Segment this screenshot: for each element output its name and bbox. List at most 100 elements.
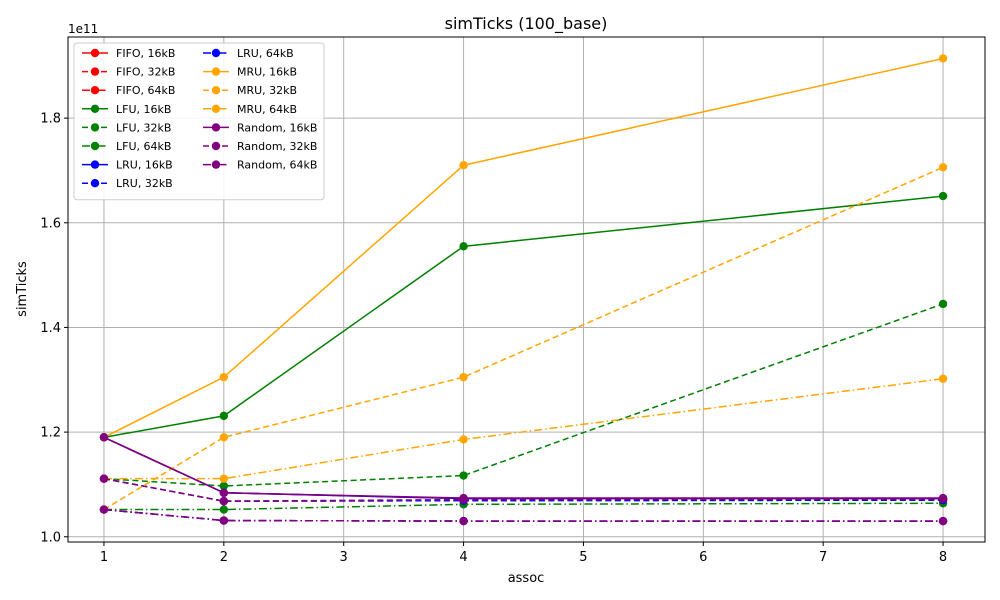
- y-tick-label: 1.6: [40, 216, 61, 231]
- legend-box: [73, 42, 325, 201]
- series-line: [103, 303, 944, 487]
- legend-marker: [90, 123, 100, 132]
- data-point: [938, 516, 948, 526]
- series-group: [99, 505, 948, 526]
- legend-label: LRU, 32kB: [116, 177, 173, 190]
- legend-item: FIFO, 32kB: [82, 66, 175, 79]
- chart-title: simTicks (100_base): [445, 14, 608, 34]
- legend-item: LRU, 64kB: [203, 47, 294, 60]
- legend-marker: [211, 67, 221, 76]
- legend-item: Random, 64kB: [203, 159, 317, 172]
- y-tick-label: 1.8: [40, 112, 61, 127]
- y-tick-label: 1.0: [40, 530, 61, 545]
- data-point: [938, 54, 948, 63]
- data-point: [219, 516, 229, 525]
- x-axis-label: assoc: [508, 571, 545, 586]
- y-axis-offset-label: 1e11: [68, 22, 98, 36]
- legend-marker: [90, 104, 100, 114]
- legend-marker: [211, 48, 221, 58]
- legend-item: LRU, 16kB: [82, 159, 173, 172]
- data-point: [459, 242, 468, 251]
- legend: FIFO, 16kB FIFO, 32kB FIFO, 64kB LFU, 16kB L…: [73, 42, 325, 201]
- data-point: [99, 505, 109, 514]
- legend-marker: [211, 160, 221, 169]
- data-point: [938, 494, 948, 504]
- x-tick-label: 8: [939, 550, 947, 565]
- x-tick-label: 7: [819, 550, 827, 565]
- data-point: [459, 516, 468, 526]
- legend-item: MRU, 32kB: [203, 84, 297, 97]
- x-tick-label: 6: [699, 550, 707, 565]
- y-tick-label: 1.2: [40, 426, 61, 441]
- legend-marker: [90, 160, 100, 169]
- series-line: [103, 477, 944, 502]
- legend-label: FIFO, 64kB: [116, 84, 175, 97]
- x-tick-label: 5: [579, 550, 587, 565]
- data-point: [459, 435, 468, 444]
- series-line: [103, 502, 944, 511]
- x-tick-label: 3: [340, 550, 348, 565]
- legend-item: FIFO, 16kB: [82, 47, 175, 60]
- y-axis-label: simTicks: [15, 261, 30, 317]
- data-point: [219, 505, 229, 514]
- data-point: [99, 474, 109, 483]
- legend-item: Random, 16kB: [203, 121, 317, 134]
- data-point: [219, 481, 229, 491]
- series-layer: [99, 54, 948, 526]
- x-tick-label: 4: [459, 550, 467, 565]
- series-line: [103, 195, 944, 439]
- data-point: [219, 372, 229, 382]
- data-point: [459, 471, 468, 480]
- legend-label: Random, 64kB: [237, 159, 317, 172]
- legend-item: FIFO, 64kB: [82, 84, 175, 97]
- plot-frame: [67, 36, 986, 543]
- series-line: [103, 166, 944, 511]
- data-point: [219, 496, 229, 506]
- legend-item: Random, 32kB: [203, 140, 317, 153]
- x-axis: 1 2 3 4 5 6 7 8: [100, 542, 947, 565]
- data-point: [459, 161, 468, 170]
- data-point: [459, 495, 468, 504]
- legend-label: LFU, 32kB: [116, 121, 171, 134]
- data-point: [938, 374, 948, 383]
- series-line: [103, 508, 944, 522]
- x-tick-label: 2: [220, 550, 228, 565]
- legend-label: Random, 32kB: [237, 140, 317, 153]
- legend-item: LFU, 64kB: [82, 140, 171, 153]
- legend-label: LRU, 64kB: [237, 47, 294, 60]
- data-point: [219, 488, 229, 498]
- legend-marker: [211, 123, 221, 132]
- legend-label: LFU, 16kB: [116, 103, 171, 116]
- legend-item: LFU, 16kB: [82, 103, 171, 116]
- legend-item: LFU, 32kB: [82, 121, 171, 134]
- series-line: [103, 436, 944, 499]
- legend-marker: [90, 48, 100, 58]
- data-point: [219, 433, 229, 442]
- legend-marker: [90, 86, 100, 95]
- legend-marker: [90, 141, 100, 151]
- series-group: [99, 474, 948, 506]
- legend-label: FIFO, 16kB: [116, 47, 175, 60]
- x-tick-label: 1: [100, 550, 108, 565]
- data-point: [938, 163, 948, 172]
- data-point: [99, 433, 109, 442]
- legend-label: LFU, 64kB: [116, 140, 171, 153]
- legend-label: FIFO, 32kB: [116, 66, 175, 79]
- legend-marker: [211, 141, 221, 151]
- legend-item: MRU, 64kB: [203, 103, 297, 116]
- y-axis: 1.0 1.2 1.4 1.6 1.8: [40, 112, 68, 545]
- legend-marker: [211, 86, 221, 95]
- legend-label: Random, 16kB: [237, 121, 317, 134]
- data-point: [219, 411, 229, 421]
- legend-marker: [90, 179, 100, 188]
- legend-label: MRU, 16kB: [237, 66, 297, 79]
- legend-label: MRU, 32kB: [237, 84, 297, 97]
- legend-label: MRU, 64kB: [237, 103, 297, 116]
- legend-marker: [211, 104, 221, 114]
- data-point: [459, 372, 468, 382]
- data-point: [219, 474, 229, 483]
- data-point: [938, 191, 948, 201]
- data-point: [938, 299, 948, 309]
- legend-item: LRU, 32kB: [82, 177, 173, 190]
